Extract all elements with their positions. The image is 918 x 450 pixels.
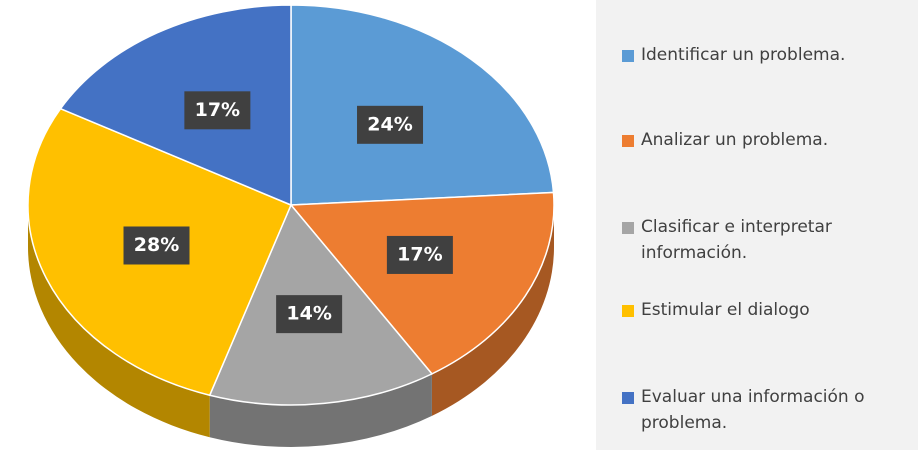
data-label: 17% (195, 99, 240, 121)
legend-swatch (622, 135, 634, 147)
legend-swatch (622, 392, 634, 404)
legend-label: Identificar un problema. (641, 45, 846, 65)
data-label: 28% (134, 234, 179, 256)
pie-slice (59, 4, 292, 207)
legend-item: Identificar un problema. (622, 42, 918, 68)
legend-item: Analizar un problema. (622, 127, 918, 153)
legend-swatch (622, 222, 634, 234)
data-label: 14% (286, 303, 331, 325)
legend-label: Evaluar una información o problema. (641, 387, 865, 433)
pie-slice (289, 191, 555, 375)
pie-chart: 24% 17% 14% 28% 17% (27, 4, 555, 447)
data-label: 17% (397, 243, 442, 265)
legend-label: Analizar un problema. (641, 130, 829, 150)
legend-label: Clasificar e interpretar información. (641, 217, 832, 263)
pie-side (28, 205, 210, 438)
legend-item: Estimular el dialogo (622, 297, 918, 323)
label-box (276, 295, 343, 334)
pie-side (431, 205, 554, 416)
legend-item: Clasificar e interpretar información. (622, 214, 918, 266)
legend-swatch (622, 50, 634, 62)
legend-label: Estimular el dialogo (641, 300, 810, 320)
pie-side (209, 373, 432, 447)
pie-slice (290, 4, 555, 206)
label-box (357, 105, 424, 144)
legend-swatch (622, 305, 634, 317)
legend: Identificar un problema. Analizar un prob… (596, 0, 918, 450)
label-box (184, 91, 251, 130)
data-label: 24% (367, 113, 412, 135)
label-box (386, 235, 453, 274)
label-box (123, 226, 190, 265)
legend-item: Evaluar una información o problema. (622, 384, 918, 436)
